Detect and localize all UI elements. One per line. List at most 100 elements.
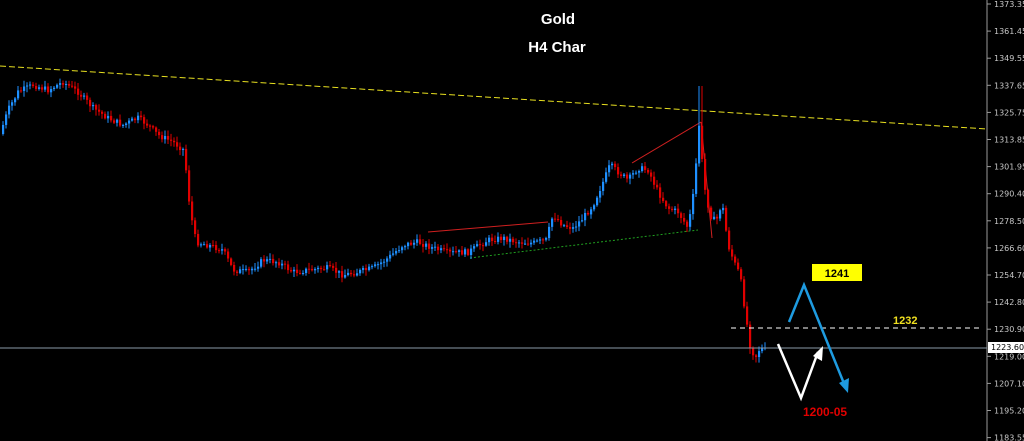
price-tick-label: 1242.80 [994,298,1024,307]
candle-body [584,212,587,221]
candle-body [404,246,407,248]
candle-body [464,249,467,255]
candle-body [296,269,299,273]
candle-body [461,250,464,255]
candle-body [755,355,758,358]
candle-body [575,226,578,228]
candle-body [350,272,353,275]
candlesticks [2,78,767,363]
candle-body [227,251,230,259]
candle-body [512,238,515,243]
candle-body [113,120,116,123]
candle-body [629,174,632,179]
candle-body [722,207,725,211]
candle-body [479,244,482,246]
candle-body [410,242,413,245]
candle-body [698,125,701,164]
candle-body [251,268,254,271]
candle-body [746,306,749,325]
candle-body [101,111,104,114]
candle-body [614,163,617,168]
current-price-box [988,342,1024,353]
candle-body [635,172,638,174]
candle-body [608,165,611,173]
target-1200-label: 1200-05 [803,405,847,419]
candle-body [449,249,452,252]
candle-body [224,249,227,252]
candle-body [683,217,686,222]
candle-body [26,85,29,87]
price-tick-label: 1207.10 [994,379,1024,388]
price-tick-label: 1183.55 [994,434,1024,441]
candle-body [320,267,323,270]
candle-body [41,87,44,90]
candle-body [419,239,422,245]
candle-body [149,125,152,127]
candle-body [203,244,206,246]
candle-body [11,102,14,106]
candle-body [311,268,314,271]
price-tick-label: 1266.60 [994,244,1024,253]
descending-trendline [0,65,988,130]
candle-body [668,206,671,209]
candle-body [437,246,440,251]
candle-body [362,268,365,270]
price-tick-label: 1219.00 [994,352,1024,361]
candle-body [653,176,656,185]
price-tick-label: 1278.50 [994,217,1024,226]
candle-body [491,237,494,242]
candle-body [95,105,98,110]
candle-body [671,208,674,211]
candle-body [581,220,584,222]
candle-body [143,117,146,124]
candle-body [689,214,692,227]
candle-body [176,142,179,147]
candle-body [539,239,542,241]
candle-body [332,265,335,268]
candle-body [380,262,383,265]
candle-body [209,245,212,248]
candle-body [326,265,329,270]
candle-body [536,240,539,242]
candle-body [560,220,563,226]
candle-body [440,248,443,251]
candle-body [611,163,614,166]
candle-body [329,265,332,267]
candle-body [389,254,392,259]
candle-body [275,262,278,264]
candle-body [191,201,194,221]
blue-arrow-head [839,378,849,393]
candle-body [200,244,203,246]
candle-body [518,242,521,244]
candle-body [680,213,683,218]
candle-body [371,266,374,268]
candle-body [428,243,431,249]
price-tick-label: 1349.55 [994,54,1024,63]
candle-body [272,258,275,264]
candle-body [236,271,239,273]
candle-body [167,135,170,140]
candle-body [554,218,557,220]
candle-body [56,84,59,88]
candle-body [446,249,449,251]
candle-body [686,221,689,227]
candle-body [77,88,80,95]
price-tick-label: 1325.75 [994,108,1024,117]
candle-body [392,253,395,255]
candle-body [743,279,746,307]
candle-body [674,208,677,211]
candle-body [215,245,218,251]
candle-body [107,115,110,119]
candle-body [197,233,200,246]
price-tick-label: 1301.95 [994,163,1024,172]
candle-body [533,240,536,243]
price-tick-label: 1254.70 [994,271,1024,280]
white-arrow-head [813,346,823,361]
candle-body [641,166,644,172]
candle-body [245,268,248,270]
candle-body [452,251,455,253]
current-price-label: 1223.60 [991,343,1024,352]
candle-body [278,262,281,266]
candle-body [287,264,290,271]
candle-body [125,123,128,125]
